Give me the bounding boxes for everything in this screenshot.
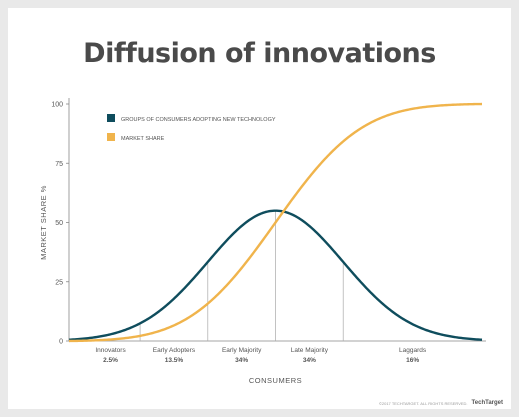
x-axis-label: CONSUMERS	[249, 376, 302, 385]
series-market-share-line	[68, 102, 483, 343]
y-axis-label: MARKET SHARE %	[39, 185, 48, 260]
y-tick-label: 0	[59, 339, 63, 346]
segment-label: Innovators	[95, 347, 126, 354]
segment-label: Late Majority	[291, 347, 329, 354]
segment-value: 13.5%	[165, 357, 184, 364]
y-tick-label: 50	[55, 220, 63, 227]
copyright-text: ©2017 TECHTARGET. ALL RIGHTS RESERVED.	[378, 400, 468, 406]
y-tick-label: 25	[55, 279, 63, 286]
legend-swatch	[107, 133, 115, 141]
techtarget-logo: TechTarget	[471, 400, 503, 406]
chart-card: Diffusion of innovations 0 25 50 75 100 MARKE…	[8, 8, 511, 409]
segment-value: 34%	[235, 357, 248, 364]
segment-value: 16%	[406, 357, 419, 364]
segment-value: 34%	[303, 357, 316, 364]
segment-label: Early Majority	[222, 347, 262, 354]
series-bell-line	[68, 209, 483, 341]
y-tick-label: 100	[51, 102, 63, 109]
segment-label: Early Adopters	[153, 347, 196, 354]
diffusion-chart: 0 25 50 75 100 MARKET SHARE % GROUPS OF CONSUM…	[39, 98, 486, 385]
footer: ©2017 TECHTARGET. ALL RIGHTS RESERVED. T…	[379, 400, 503, 406]
legend-label: MARKET SHARE	[121, 136, 165, 142]
y-tick-label: 75	[55, 161, 63, 168]
chart-title: Diffusion of innovations	[83, 38, 436, 69]
segment-label: Laggards	[399, 347, 427, 354]
segment-value: 2.5%	[103, 357, 118, 364]
legend-label: GROUPS OF CONSUMERS ADOPTING NEW TECHNOL…	[121, 117, 276, 123]
legend-swatch	[107, 114, 115, 122]
